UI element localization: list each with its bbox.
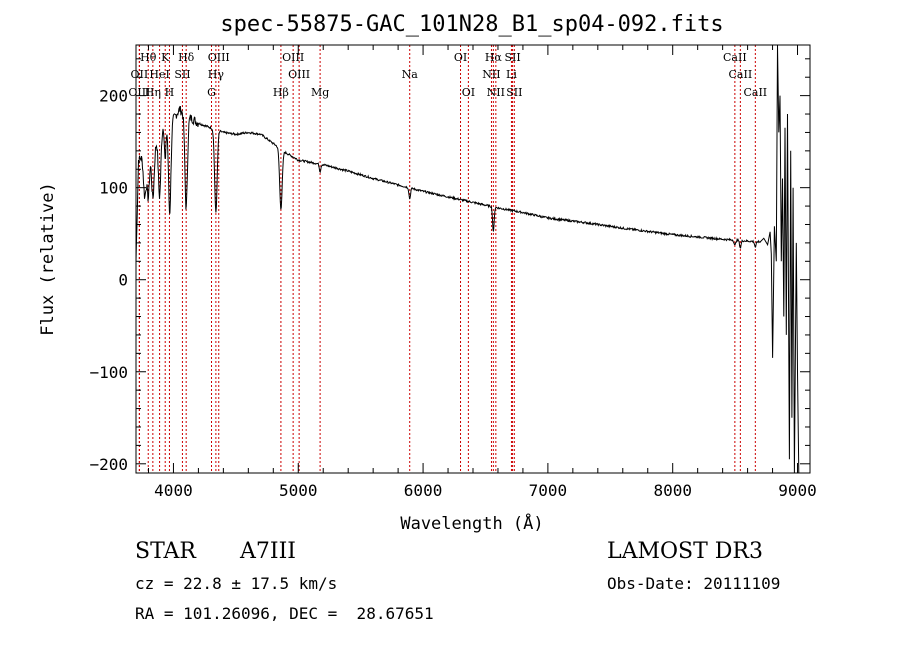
spectral-line-label: OIII bbox=[282, 51, 304, 64]
spectral-line-label: NII bbox=[487, 86, 505, 99]
spectral-line-label: Hη bbox=[145, 86, 161, 99]
plot-frame bbox=[135, 44, 811, 474]
spectral-line-label: Hα bbox=[485, 51, 503, 64]
y-tick-label: 200 bbox=[99, 87, 128, 106]
spectral-line-label: OI bbox=[454, 51, 467, 64]
spectral-line-label: OII bbox=[131, 68, 149, 81]
spectral-line-label: SII bbox=[504, 51, 520, 64]
x-tick-label: 4000 bbox=[154, 481, 193, 500]
spectral-line-label: SII bbox=[506, 86, 522, 99]
spectral-line-label: Li bbox=[506, 68, 517, 81]
spectral-line-label: Hδ bbox=[178, 51, 195, 64]
spectral-line-label: K bbox=[161, 51, 170, 64]
y-tick-label: −200 bbox=[89, 455, 128, 474]
x-tick-label: 9000 bbox=[778, 481, 817, 500]
spectrum-line bbox=[135, 44, 800, 474]
x-tick-label: 5000 bbox=[279, 481, 318, 500]
x-axis-label: Wavelength (Å) bbox=[400, 512, 543, 534]
redshift-cz: cz = 22.8 ± 17.5 km/s bbox=[135, 574, 338, 593]
y-tick-label: 100 bbox=[99, 179, 128, 198]
spectral-line-label: NII bbox=[482, 68, 500, 81]
coordinates: RA = 101.26096, DEC = 28.67651 bbox=[135, 604, 434, 623]
spectral-line-label: CaII bbox=[729, 68, 753, 81]
spectral-line-label: SII bbox=[174, 68, 190, 81]
spectral-line-label: H bbox=[165, 86, 175, 99]
spectral-line-label: CaII bbox=[743, 86, 767, 99]
x-tick-label: 7000 bbox=[529, 481, 568, 500]
spectral-line-label: OI bbox=[462, 86, 475, 99]
x-tick-label: 8000 bbox=[653, 481, 692, 500]
survey-name: LAMOST DR3 bbox=[607, 539, 763, 564]
spectral-line-label: G bbox=[207, 86, 216, 99]
object-class: STAR bbox=[135, 539, 196, 564]
spectral-line-markers bbox=[138, 45, 756, 473]
spectral-line-label: Hβ bbox=[273, 86, 289, 99]
spectral-line-label: OIII bbox=[288, 68, 310, 81]
chart-title: spec-55875-GAC_101N28_B1_sp04-092.fits bbox=[220, 12, 723, 37]
y-tick-label: −100 bbox=[89, 363, 128, 382]
spectral-line-label: Na bbox=[402, 68, 419, 81]
object-subclass: A7III bbox=[240, 539, 296, 564]
spectral-line-label: Mg bbox=[311, 86, 329, 99]
spectral-line-label: OIII bbox=[208, 51, 230, 64]
spectral-line-label: CaII bbox=[723, 51, 747, 64]
x-axis: 4000 5000 6000 7000 8000 9000 bbox=[147, 45, 817, 500]
x-tick-label: 6000 bbox=[404, 481, 443, 500]
spectral-line-label: Hθ bbox=[140, 51, 157, 64]
spectral-line-label: Hγ bbox=[208, 68, 225, 81]
y-axis-label: Flux (relative) bbox=[38, 182, 58, 336]
y-axis: −200 −100 0 100 200 bbox=[89, 58, 810, 474]
observation-date: Obs-Date: 20111109 bbox=[607, 574, 781, 593]
spectral-line-label: HeI bbox=[149, 68, 169, 81]
y-tick-label: 0 bbox=[118, 271, 128, 290]
